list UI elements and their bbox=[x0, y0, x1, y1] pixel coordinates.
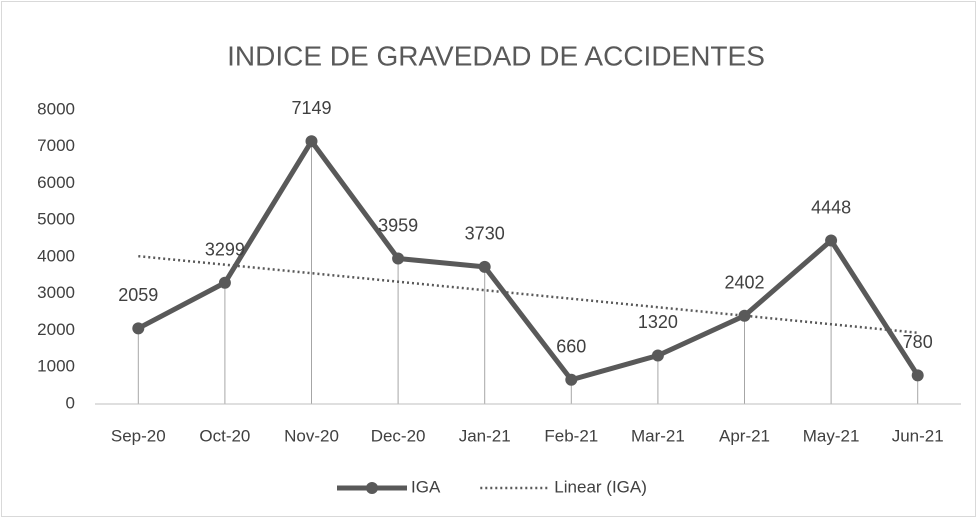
data-label: 2059 bbox=[118, 285, 158, 305]
data-label: 2402 bbox=[724, 272, 764, 292]
y-tick-label: 0 bbox=[66, 393, 75, 412]
trend-line bbox=[138, 254, 918, 334]
chart-title: INDICE DE GRAVEDAD DE ACCIDENTES bbox=[227, 40, 765, 71]
marker bbox=[478, 260, 491, 273]
x-tick-label: Sep-20 bbox=[111, 426, 166, 445]
x-tick-label: Feb-21 bbox=[544, 426, 598, 445]
y-tick-label: 8000 bbox=[37, 99, 75, 118]
y-tick-label: 1000 bbox=[37, 357, 75, 376]
y-tick-label: 7000 bbox=[37, 136, 75, 155]
x-tick-label: Jan-21 bbox=[459, 426, 511, 445]
y-tick-label: 5000 bbox=[37, 210, 75, 229]
data-label: 3730 bbox=[465, 224, 505, 244]
y-tick-label: 6000 bbox=[37, 173, 75, 192]
data-label: 4448 bbox=[811, 197, 851, 217]
y-tick-label: 2000 bbox=[37, 320, 75, 339]
x-tick-label: Dec-20 bbox=[371, 426, 426, 445]
marker bbox=[651, 349, 664, 362]
data-label: 7149 bbox=[291, 98, 331, 118]
marker bbox=[218, 276, 231, 289]
data-label: 780 bbox=[903, 332, 933, 352]
data-label: 660 bbox=[556, 336, 586, 356]
data-label: 3299 bbox=[205, 240, 245, 260]
marker bbox=[565, 373, 578, 386]
x-tick-label: Apr-21 bbox=[719, 426, 770, 445]
x-tick-label: May-21 bbox=[803, 426, 860, 445]
x-tick-label: Jun-21 bbox=[892, 426, 944, 445]
y-tick-label: 4000 bbox=[37, 246, 75, 265]
marker bbox=[392, 252, 405, 265]
series-line bbox=[137, 138, 920, 383]
y-tick-label: 3000 bbox=[37, 283, 75, 302]
marker bbox=[911, 369, 924, 382]
x-tick-label: Oct-20 bbox=[199, 426, 250, 445]
marker bbox=[738, 309, 751, 322]
marker bbox=[825, 234, 838, 247]
data-label: 1320 bbox=[638, 312, 678, 332]
x-tick-label: Nov-20 bbox=[284, 426, 339, 445]
legend-marker bbox=[366, 482, 378, 494]
legend-label: IGA bbox=[411, 477, 441, 496]
data-label: 3959 bbox=[378, 215, 418, 235]
marker bbox=[132, 322, 145, 335]
legend-label: Linear (IGA) bbox=[554, 477, 647, 496]
x-tick-label: Mar-21 bbox=[631, 426, 685, 445]
marker bbox=[305, 135, 318, 148]
